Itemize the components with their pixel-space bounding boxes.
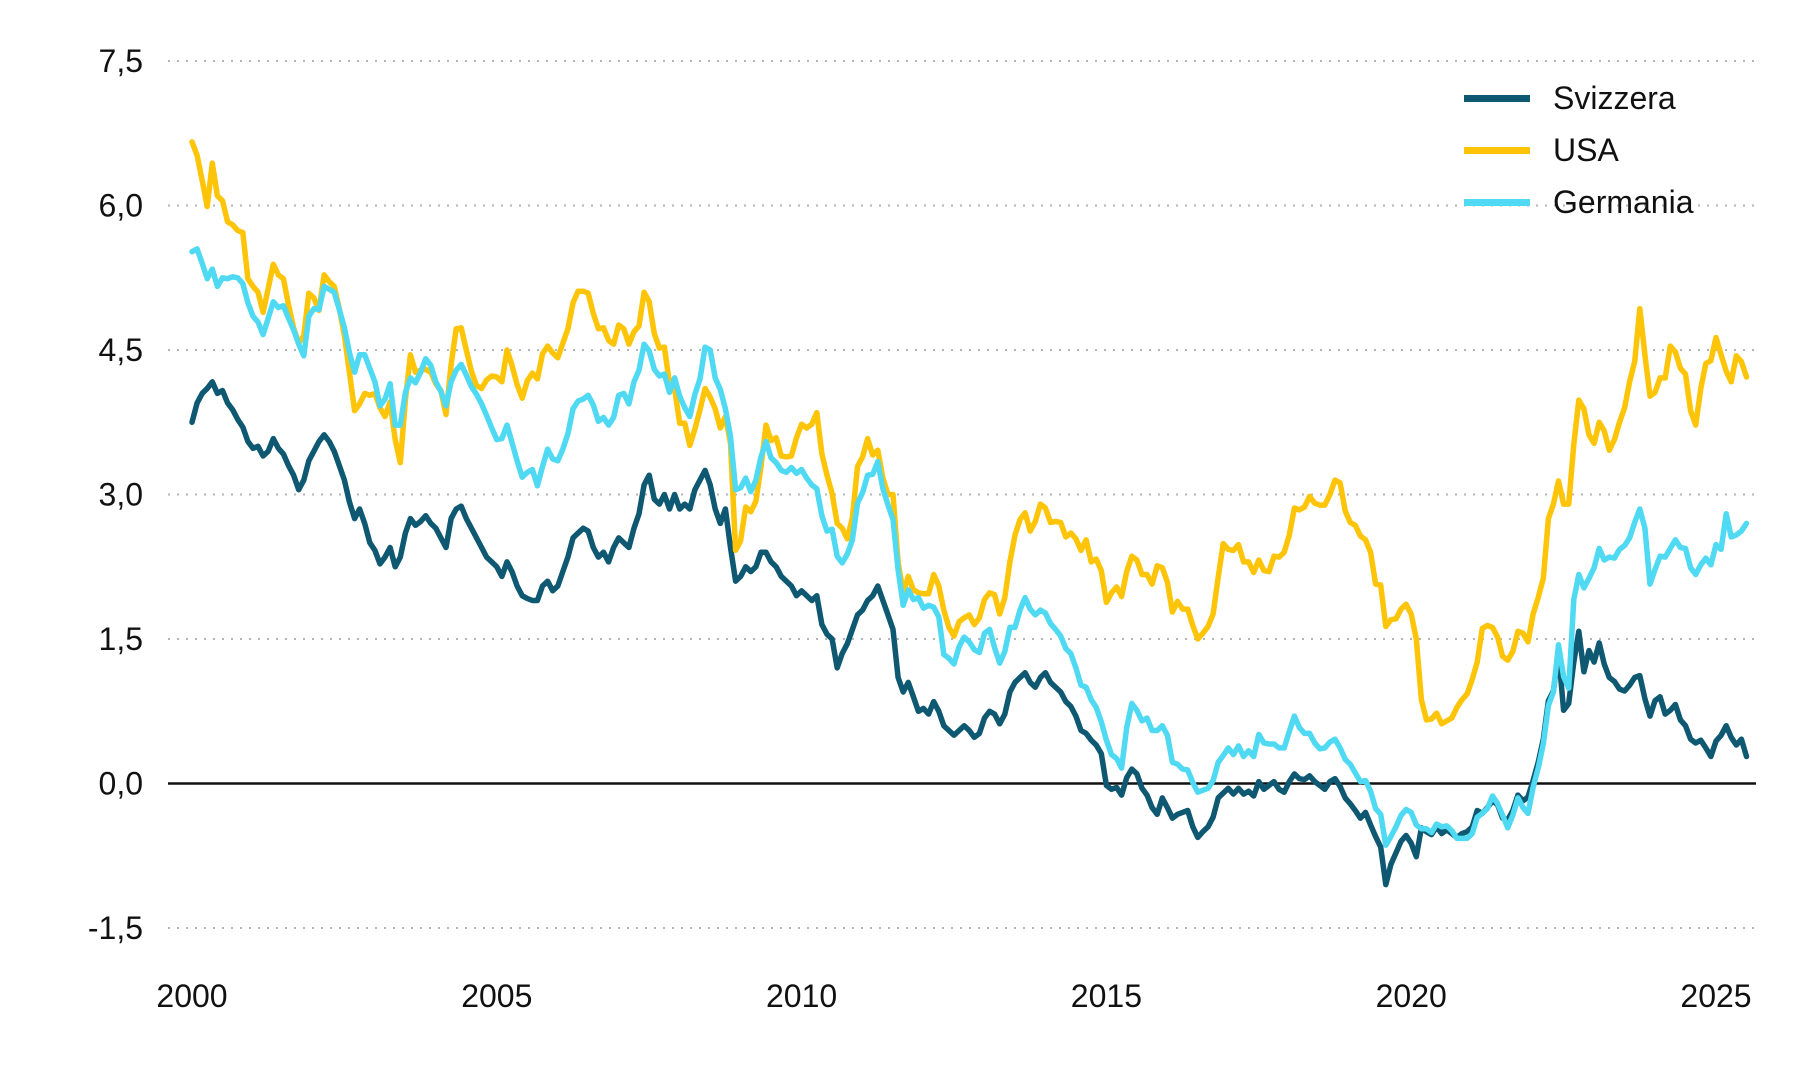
legend-label-svizzera: Svizzera [1553,80,1676,116]
svizzera-line-swatch-icon [1464,94,1530,102]
x-tick-label: 2020 [1376,978,1447,1014]
legend-item-germania: Germania [1464,185,1694,219]
legend-item-usa: USA [1464,133,1694,167]
y-tick-label: -1,5 [88,910,143,946]
germania-line-swatch-icon [1464,198,1530,206]
series-line-usa [189,139,1750,727]
series-line-germania [189,246,1750,848]
legend-item-svizzera: Svizzera [1464,81,1694,115]
x-tick-label: 2025 [1680,978,1751,1014]
legend: Svizzera USA Germania [1464,81,1694,237]
usa-line-swatch-icon [1464,146,1530,154]
legend-label-usa: USA [1553,132,1619,168]
y-tick-label: 1,5 [99,621,143,657]
y-tick-label: 6,0 [99,188,143,224]
x-tick-label: 2010 [766,978,837,1014]
x-tick-label: 2005 [461,978,532,1014]
x-tick-label: 2000 [156,978,227,1014]
y-tick-label: 3,0 [99,477,143,513]
x-tick-label: 2015 [1071,978,1142,1014]
y-tick-label: 4,5 [99,332,143,368]
y-tick-label: 7,5 [99,43,143,79]
y-tick-label: 0,0 [99,766,143,802]
legend-label-germania: Germania [1553,184,1694,220]
